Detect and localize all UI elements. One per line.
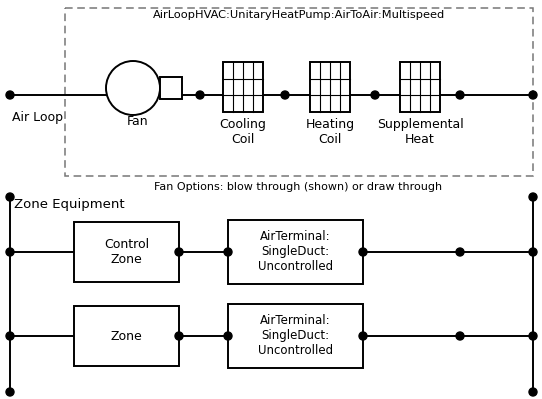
- Circle shape: [371, 91, 379, 99]
- Circle shape: [359, 248, 367, 256]
- Text: Air Loop: Air Loop: [12, 111, 63, 124]
- Circle shape: [196, 91, 204, 99]
- Circle shape: [6, 91, 14, 99]
- Bar: [400, 62, 440, 112]
- Text: AirTerminal:
SingleDuct:
Uncontrolled: AirTerminal: SingleDuct: Uncontrolled: [258, 231, 333, 273]
- Circle shape: [6, 332, 14, 340]
- Circle shape: [106, 61, 160, 115]
- Circle shape: [529, 193, 537, 201]
- Circle shape: [359, 332, 367, 340]
- Circle shape: [6, 193, 14, 201]
- Bar: [228, 220, 363, 284]
- Bar: [310, 62, 350, 112]
- Text: Cooling
Coil: Cooling Coil: [220, 118, 267, 146]
- Circle shape: [224, 248, 232, 256]
- Circle shape: [529, 91, 537, 99]
- Circle shape: [456, 332, 464, 340]
- Bar: [160, 77, 182, 99]
- Circle shape: [175, 332, 183, 340]
- Text: Heating
Coil: Heating Coil: [306, 118, 354, 146]
- Text: AirLoopHVAC:UnitaryHeatPump:AirToAir:Multispeed: AirLoopHVAC:UnitaryHeatPump:AirToAir:Mul…: [153, 10, 445, 20]
- Circle shape: [281, 91, 289, 99]
- Circle shape: [224, 332, 232, 340]
- Circle shape: [529, 248, 537, 256]
- Circle shape: [529, 332, 537, 340]
- Bar: [74, 222, 179, 282]
- Circle shape: [6, 388, 14, 396]
- Text: Zone Equipment: Zone Equipment: [14, 198, 125, 211]
- Text: Control
Zone: Control Zone: [104, 238, 149, 266]
- Circle shape: [529, 388, 537, 396]
- Circle shape: [175, 248, 183, 256]
- Text: Fan: Fan: [127, 115, 149, 128]
- Circle shape: [6, 248, 14, 256]
- Bar: [74, 306, 179, 366]
- Text: Fan Options: blow through (shown) or draw through: Fan Options: blow through (shown) or dra…: [154, 182, 442, 192]
- Text: Supplemental
Heat: Supplemental Heat: [377, 118, 463, 146]
- Bar: [228, 304, 363, 368]
- Circle shape: [456, 91, 464, 99]
- Text: AirTerminal:
SingleDuct:
Uncontrolled: AirTerminal: SingleDuct: Uncontrolled: [258, 314, 333, 358]
- Bar: [223, 62, 263, 112]
- Circle shape: [456, 248, 464, 256]
- Text: Zone: Zone: [111, 330, 143, 342]
